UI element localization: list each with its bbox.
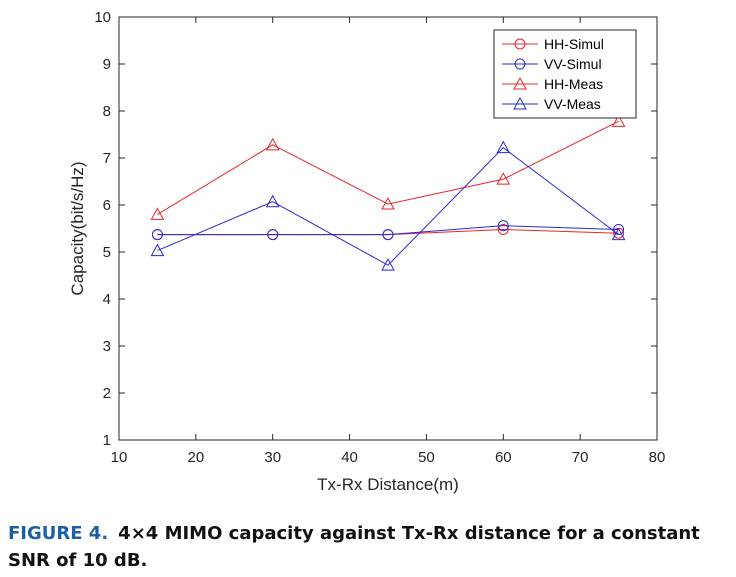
y-axis-label: Capacity(bit/s/Hz) — [68, 161, 87, 295]
data-point-vv-simul — [267, 229, 279, 241]
y-tick-label: 8 — [103, 103, 111, 120]
y-tick-label: 3 — [103, 338, 111, 355]
data-point-hh-meas — [265, 137, 280, 151]
x-tick-label: 20 — [188, 449, 205, 466]
x-tick-label: 30 — [264, 449, 281, 466]
y-tick-label: 1 — [103, 432, 111, 449]
x-tick-label: 50 — [418, 449, 435, 466]
x-tick-label: 70 — [572, 449, 589, 466]
series-line-vv-meas — [157, 146, 619, 266]
series-line-vv-simul — [157, 225, 619, 236]
data-point-vv-meas — [265, 194, 280, 208]
x-tick-label: 10 — [111, 449, 128, 466]
data-point-vv-simul — [497, 220, 509, 232]
x-axis-label: Tx-Rx Distance(m) — [317, 475, 459, 494]
y-tick-label: 5 — [103, 244, 111, 261]
data-point-vv-simul — [151, 229, 163, 241]
legend-label-hh-simul: HH-Simul — [544, 36, 604, 52]
y-tick-label: 9 — [103, 56, 111, 73]
figure-caption: FIGURE 4. 4×4 MIMO capacity against Tx-Rx… — [8, 520, 732, 574]
legend-marker-vv-meas — [513, 96, 527, 110]
series-line-hh-meas — [157, 120, 619, 215]
data-point-hh-meas — [611, 114, 626, 127]
plot-area-box — [118, 16, 658, 441]
y-tick-label: 6 — [103, 197, 111, 214]
data-point-vv-meas — [611, 227, 626, 241]
y-tick-label: 2 — [103, 385, 111, 402]
data-point-vv-simul — [382, 229, 394, 241]
data-point-hh-simul — [497, 223, 509, 235]
legend-label-vv-meas: VV-Meas — [544, 96, 601, 112]
legend-label-hh-meas: HH-Meas — [544, 76, 603, 92]
data-point-hh-meas — [381, 197, 395, 210]
capacity-chart: 10 20 30 40 50 60 70 80 1 2 3 4 5 6 7 8 9 10 Tx-Rx Distanc… — [68, 9, 666, 494]
figure-label: FIGURE 4. — [8, 523, 109, 544]
y-tick-label: 4 — [103, 291, 111, 308]
data-point-hh-meas — [150, 207, 165, 220]
x-tick-label: 60 — [495, 449, 512, 466]
y-tick-label: 7 — [103, 150, 111, 167]
legend-marker-vv-simul — [514, 58, 526, 70]
figure-caption-text: 4×4 MIMO capacity against Tx-Rx distance… — [8, 523, 700, 571]
x-tick-label: 80 — [649, 449, 666, 466]
data-point-vv-meas — [150, 243, 165, 257]
data-point-hh-meas — [496, 172, 511, 185]
data-point-vv-meas — [496, 140, 511, 154]
legend-marker-hh-simul — [514, 38, 526, 50]
y-tick-label: 10 — [94, 9, 111, 26]
series-line-hh-simul — [157, 228, 619, 236]
legend-marker-hh-meas — [513, 76, 527, 90]
x-tick-label: 40 — [341, 449, 358, 466]
legend-label-vv-simul: VV-Simul — [544, 56, 602, 72]
legend-box — [493, 29, 637, 119]
data-point-vv-meas — [381, 258, 395, 271]
